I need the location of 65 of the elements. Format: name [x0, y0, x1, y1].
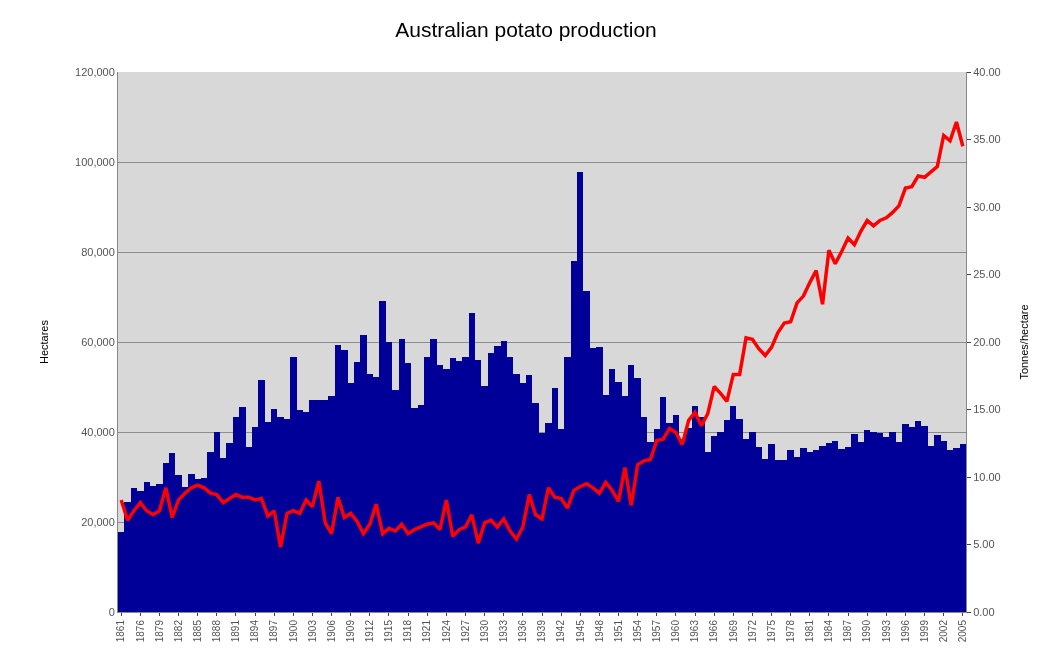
y2-tick-label: 40.00 [973, 65, 1001, 78]
x-tick-label: 1954 [631, 619, 643, 643]
x-tick-label: 1891 [230, 619, 242, 643]
x-tick-label: 1945 [574, 619, 586, 643]
x-tick-label: 1993 [880, 619, 892, 643]
x-tick-label: 1903 [306, 619, 318, 643]
x-tick-label: 1966 [708, 619, 720, 643]
y-tick-label: 20,000 [81, 515, 115, 528]
x-tick-label: 1921 [421, 619, 433, 643]
x-tick-label: 1990 [861, 619, 873, 643]
y2-tick-label: 30.00 [973, 200, 1001, 213]
x-tick-label: 1972 [746, 619, 758, 643]
x-tick-label: 1951 [612, 619, 624, 643]
y2-tick-label: 15.00 [973, 403, 1001, 416]
x-tick-label: 2005 [957, 619, 969, 643]
x-tick-label: 1999 [918, 619, 930, 643]
x-tick-label: 1963 [689, 619, 701, 643]
y2-tick-label: 20.00 [973, 335, 1001, 348]
x-tick-label: 1978 [784, 619, 796, 643]
x-tick-label: 1894 [249, 619, 261, 643]
chart-title: Australian potato production [395, 18, 657, 42]
y2-tick-label: 25.00 [973, 268, 1001, 281]
y2-tick-label: 35.00 [973, 133, 1001, 146]
x-tick-label: 1918 [402, 619, 414, 643]
y-tick-label: 120,000 [75, 65, 115, 78]
x-tick-label: 1900 [287, 619, 299, 643]
x-tick-label: 1957 [651, 619, 663, 643]
line-series [119, 120, 965, 549]
y-tick-label: 60,000 [81, 335, 115, 348]
y2-tick-label: 5.00 [973, 538, 995, 551]
x-tick-label: 1897 [268, 619, 280, 643]
x-tick-label: 1915 [383, 619, 395, 643]
x-tick-label: 1975 [765, 619, 777, 643]
x-tick-label: 1948 [593, 619, 605, 643]
x-tick-label: 1909 [344, 619, 356, 643]
y-tick-label: 80,000 [81, 245, 115, 258]
x-tick-label: 1996 [899, 619, 911, 643]
x-tick-label: 1936 [517, 619, 529, 643]
x-tick-label: 1885 [191, 619, 203, 643]
x-tick-label: 1960 [670, 619, 682, 643]
x-tick-label: 1984 [823, 619, 835, 643]
y-axis-title: Hectares [37, 319, 50, 365]
x-tick-label: 1876 [134, 619, 146, 643]
x-tick-label: 1861 [115, 619, 127, 643]
x-tick-label: 1882 [172, 619, 184, 643]
y-tick-label: 40,000 [81, 425, 115, 438]
y2-axis-title: Tonnes/hectare [1017, 304, 1030, 380]
y-tick-label: 0 [108, 605, 115, 618]
x-tick-label: 1927 [459, 619, 471, 643]
x-tick-label: 1879 [153, 619, 165, 643]
x-tick-label: 2002 [937, 619, 949, 643]
x-tick-label: 1987 [842, 619, 854, 643]
x-tick-label: 1969 [727, 619, 739, 643]
x-tick-label: 1981 [804, 619, 816, 643]
x-tick-label: 1924 [440, 619, 452, 643]
x-tick-label: 1942 [555, 619, 567, 643]
x-tick-label: 1933 [497, 619, 509, 643]
x-tick-label: 1906 [325, 619, 337, 643]
y2-tick-label: 0.00 [973, 605, 995, 618]
y-tick-label: 100,000 [75, 155, 115, 168]
x-tick-label: 1912 [364, 619, 376, 643]
x-tick-label: 1939 [536, 619, 548, 643]
y2-tick-label: 10.00 [973, 470, 1001, 483]
x-tick-label: 1888 [211, 619, 223, 643]
x-tick-label: 1930 [478, 619, 490, 643]
